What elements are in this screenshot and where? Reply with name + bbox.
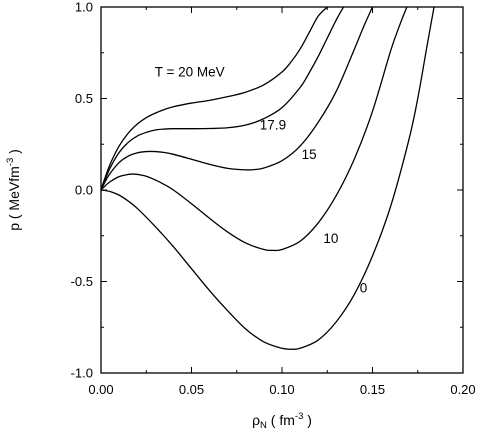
x-axis-title-superscript: -3: [295, 411, 303, 422]
y-tick-label: -1.0: [71, 366, 93, 381]
x-axis-title: ρN ( fm-3 ): [252, 411, 312, 431]
curve-label-1: 17.9: [260, 118, 286, 133]
y-axis-title-suffix: ): [6, 149, 22, 158]
curve-labels-group: T = 20 MeV 17.9 15 10 0: [155, 65, 367, 296]
tick-labels-group: 0.00 0.05 0.10 0.15 0.20 -1.0 -0.5 0.0 0.5 1.0: [71, 0, 476, 397]
curve-label-4: 0: [360, 280, 368, 295]
y-axis-title-main: p ( MeVfm: [6, 166, 22, 231]
curve-series-2: [101, 7, 374, 191]
y-tick-label: 0.5: [75, 91, 93, 106]
y-tick-label: 1.0: [75, 0, 93, 15]
curve-series-3: [101, 7, 408, 252]
curve-label-0: T = 20 MeV: [155, 65, 225, 80]
x-tick-label: 0.10: [269, 382, 294, 397]
y-tick-label: 0.0: [75, 183, 93, 198]
curve-series-4: [101, 7, 435, 350]
x-axis-title-main: ρ: [252, 412, 260, 428]
x-axis-title-suffix: ): [303, 412, 312, 428]
curve-label-2: 15: [302, 147, 317, 162]
curve-series-1: [101, 7, 345, 191]
y-axis-title-superscript: -3: [5, 158, 16, 166]
plot-frame: [100, 6, 464, 374]
ticks-group: [100, 6, 464, 374]
x-tick-label: 0.20: [450, 382, 475, 397]
x-axis-title-unit: ( fm: [267, 412, 295, 428]
curve-series-0: [101, 7, 328, 191]
y-axis-title: p ( MeVfm-3 ): [5, 149, 22, 231]
x-tick-label: 0.05: [179, 382, 204, 397]
curve-label-3: 10: [323, 231, 338, 246]
x-tick-label: 0.00: [88, 382, 113, 397]
x-tick-label: 0.15: [360, 382, 385, 397]
x-axis-title-subscript: N: [260, 420, 267, 431]
curves-group: [101, 7, 435, 350]
y-tick-label: -0.5: [71, 274, 93, 289]
